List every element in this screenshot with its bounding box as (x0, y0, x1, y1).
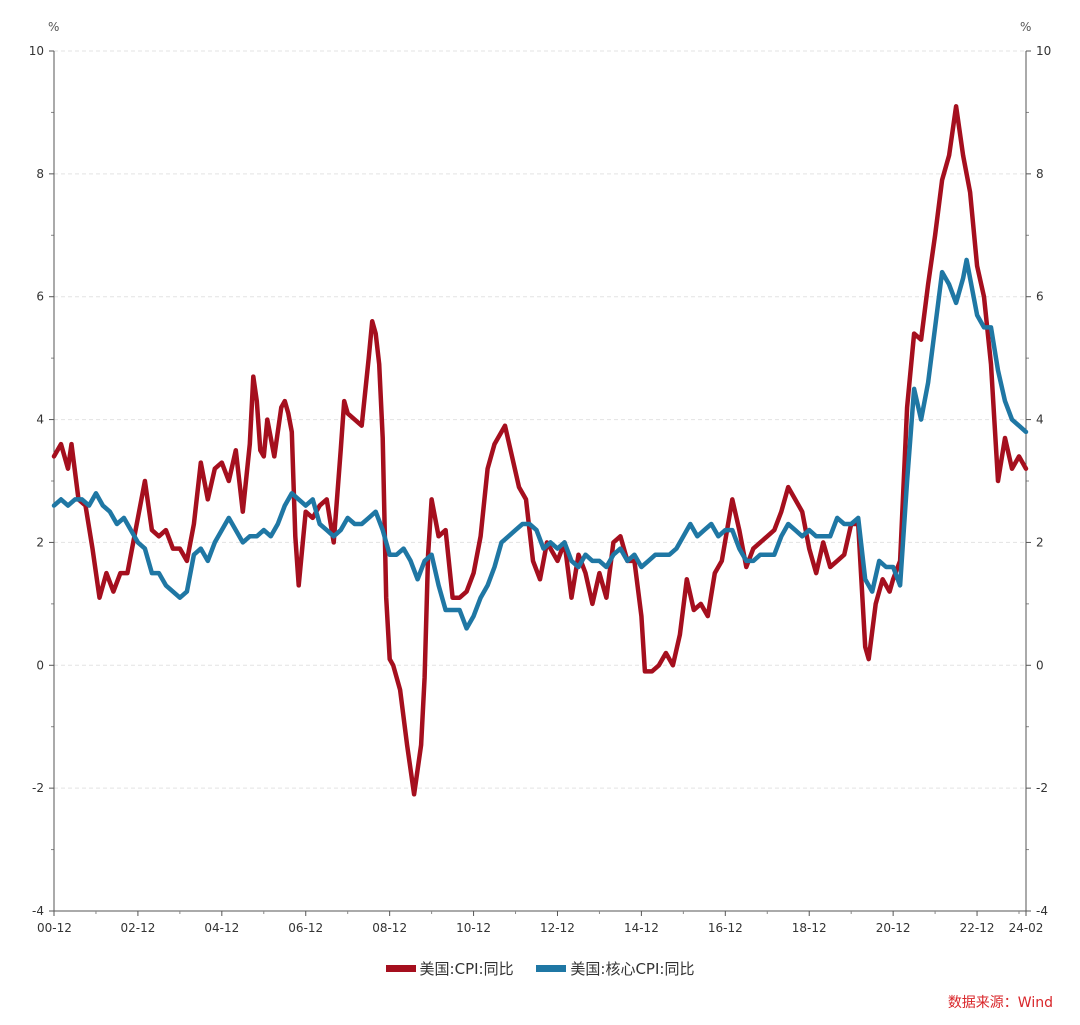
axes: -4 -4 -2 -2 0 0 2 2 4 4 6 6 8 8 10 10 00-12 02-12 04-12 06-… (29, 44, 1052, 935)
left-y-tick-label: 6 (36, 290, 44, 304)
left-y-tick-label: 10 (29, 44, 44, 58)
right-y-tick-label: 10 (1036, 44, 1051, 58)
x-tick-label: 12-12 (540, 921, 575, 935)
left-axis-unit: % (48, 20, 59, 34)
x-tick-label: 24-02 (1009, 921, 1044, 935)
x-tick-label: 02-12 (120, 921, 155, 935)
right-y-tick-label: -2 (1036, 781, 1048, 795)
x-tick-label: 04-12 (204, 921, 239, 935)
legend-label-cpi: 美国:CPI:同比 (419, 960, 514, 978)
series-layer (51, 104, 1029, 797)
x-tick-label: 20-12 (876, 921, 911, 935)
right-y-tick-label: -4 (1036, 904, 1048, 918)
legend-swatch-core-cpi (536, 965, 567, 972)
series-line-core-cpi (51, 257, 1029, 631)
x-tick-label: 06-12 (288, 921, 323, 935)
x-tick-label: 18-12 (792, 921, 827, 935)
right-y-tick-label: 6 (1036, 290, 1044, 304)
left-y-tick-label: 8 (36, 167, 44, 181)
series-line-cpi (51, 104, 1029, 797)
left-y-tick-label: 0 (36, 658, 44, 672)
grid-lines (54, 50, 1026, 789)
right-y-tick-label: 8 (1036, 167, 1044, 181)
right-y-tick-label: 4 (1036, 413, 1044, 427)
legend: 美国:CPI:同比 美国:核心CPI:同比 (0, 958, 1080, 979)
legend-item-cpi[interactable]: 美国:CPI:同比 (385, 958, 514, 979)
x-tick-label: 10-12 (456, 921, 491, 935)
left-y-tick-label: 2 (36, 535, 44, 549)
data-source-note: 数据来源：Wind (947, 995, 1053, 1011)
left-y-tick-label: 4 (36, 413, 44, 427)
x-tick-label: 08-12 (372, 921, 407, 935)
legend-item-core-cpi[interactable]: 美国:核心CPI:同比 (536, 958, 694, 979)
legend-label-core-cpi: 美国:核心CPI:同比 (570, 960, 695, 978)
legend-swatch-cpi (385, 965, 416, 972)
x-tick-label: 22-12 (960, 921, 995, 935)
right-axis-unit: % (1020, 20, 1031, 34)
x-tick-label: 16-12 (708, 921, 743, 935)
right-y-tick-label: 2 (1036, 535, 1044, 549)
left-y-tick-label: -4 (32, 904, 44, 918)
x-tick-label: 14-12 (624, 921, 659, 935)
left-y-tick-label: -2 (32, 781, 44, 795)
line-chart: -4 -4 -2 -2 0 0 2 2 4 4 6 6 8 8 10 10 00-12 02-12 04-12 06-… (29, 20, 1052, 935)
right-y-tick-label: 0 (1036, 658, 1044, 672)
x-tick-label: 00-12 (37, 921, 72, 935)
